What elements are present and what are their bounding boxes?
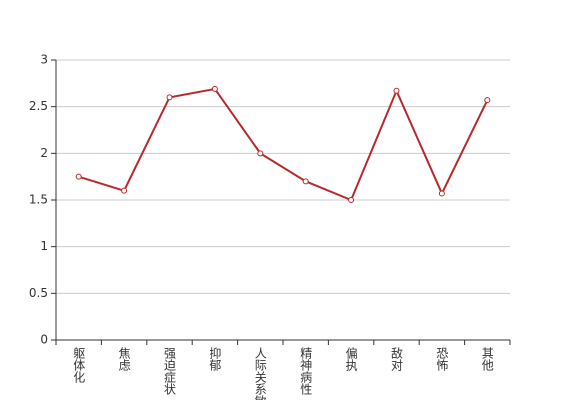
- point: [438, 190, 445, 197]
- y-tick-label: 2.5: [29, 99, 48, 113]
- x-tick-label: 抑郁: [208, 346, 222, 372]
- point: [75, 173, 82, 180]
- x-tick-label: 人际关系敏感: [253, 347, 267, 400]
- point: [257, 150, 264, 157]
- point: [393, 87, 400, 94]
- x-tick-label: 恐怖: [435, 347, 449, 371]
- y-tick-label: 3: [40, 53, 48, 67]
- x-tick-label: 敌对: [390, 346, 404, 371]
- x-tick-label: 躯体化: [72, 346, 86, 384]
- point: [348, 197, 355, 203]
- x-tick-label: 焦虑: [117, 347, 131, 371]
- y-tick-label: 2: [40, 146, 48, 160]
- x-tick-label: 精神病性: [299, 347, 313, 396]
- x-tick-label: 强迫症状: [163, 347, 177, 395]
- point: [166, 94, 173, 101]
- point: [121, 187, 128, 194]
- line: [78, 87, 489, 202]
- x-tick-label: 偏执: [344, 346, 358, 372]
- y-tick-label: 0.5: [29, 286, 48, 300]
- point: [302, 178, 309, 185]
- y-tick-label: 1.5: [29, 193, 48, 207]
- y-tick-label: 0: [40, 333, 48, 347]
- y-tick-label: 1: [40, 239, 48, 253]
- point: [211, 85, 218, 92]
- point: [484, 97, 491, 104]
- x-tick-label: 其他: [480, 347, 494, 371]
